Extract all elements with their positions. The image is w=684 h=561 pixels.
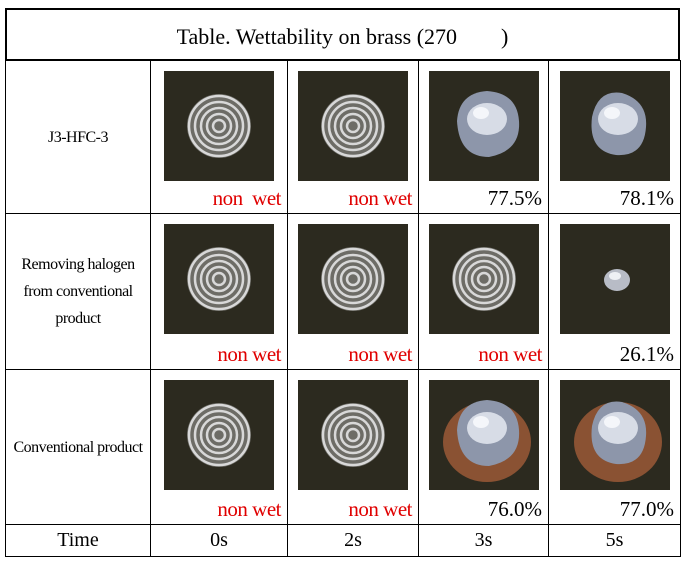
result-cell: non wet xyxy=(287,213,419,370)
result-text: 77.5% xyxy=(488,186,542,211)
result-text: 76.0% xyxy=(488,497,542,522)
result-cell: non wet xyxy=(418,213,549,370)
result-cell: non wet xyxy=(287,60,419,214)
sample-photo xyxy=(429,71,539,181)
result-text: 26.1% xyxy=(620,342,674,367)
row-label: J3-HFC-3 xyxy=(5,60,151,214)
result-cell: 26.1% xyxy=(548,213,681,370)
result-text: non wet xyxy=(348,186,412,211)
sample-photo xyxy=(298,71,408,181)
sample-photo xyxy=(164,380,274,490)
sample-photo xyxy=(429,380,539,490)
result-cell: 78.1% xyxy=(548,60,681,214)
time-cell: 3s xyxy=(418,524,549,557)
result-cell: 76.0% xyxy=(418,369,549,525)
time-cell: 0s xyxy=(150,524,288,557)
result-cell: 77.5% xyxy=(418,60,549,214)
result-text: non wet xyxy=(217,342,281,367)
sample-photo xyxy=(560,71,670,181)
result-text: non wet xyxy=(348,497,412,522)
result-cell: non wet xyxy=(150,213,288,370)
result-cell: 77.0% xyxy=(548,369,681,525)
result-text: 77.0% xyxy=(620,497,674,522)
time-cell: 5s xyxy=(548,524,681,557)
row-label: Removing halogen from conventional produ… xyxy=(5,213,151,370)
time-cell: 2s xyxy=(287,524,419,557)
sample-photo xyxy=(560,380,670,490)
sample-photo xyxy=(298,224,408,334)
result-text: 78.1% xyxy=(620,186,674,211)
result-text: non wet xyxy=(348,342,412,367)
result-cell: non wet xyxy=(287,369,419,525)
result-text: non wet xyxy=(478,342,542,367)
sample-photo xyxy=(560,224,670,334)
page: Table. Wettability on brass (270 )J3-HFC… xyxy=(0,0,684,561)
result-cell: non wet xyxy=(150,369,288,525)
result-text: non wet xyxy=(213,186,281,211)
row-label: Conventional product xyxy=(5,369,151,525)
time-label: Time xyxy=(5,524,151,557)
table-title: Table. Wettability on brass (270 ) xyxy=(5,8,680,61)
sample-photo xyxy=(298,380,408,490)
sample-photo xyxy=(429,224,539,334)
result-text: non wet xyxy=(217,497,281,522)
result-cell: non wet xyxy=(150,60,288,214)
sample-photo xyxy=(164,71,274,181)
sample-photo xyxy=(164,224,274,334)
